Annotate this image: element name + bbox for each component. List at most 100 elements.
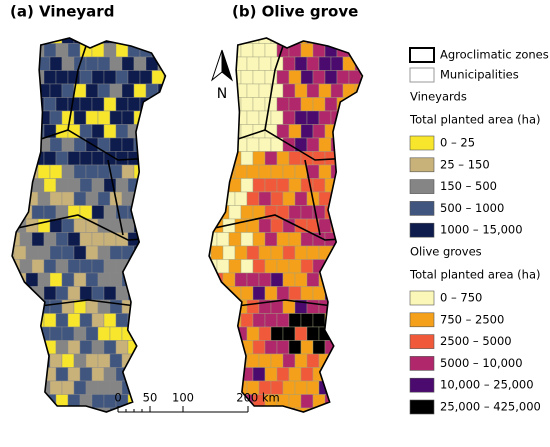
- municipality: [19, 259, 33, 274]
- swatch: [409, 334, 435, 349]
- municipality: [115, 367, 129, 382]
- municipality: [61, 191, 75, 206]
- municipality: [288, 205, 302, 220]
- municipality: [360, 313, 363, 328]
- municipality: [37, 137, 51, 152]
- municipality: [157, 245, 166, 260]
- municipality: [151, 259, 165, 274]
- municipality: [12, 218, 15, 233]
- municipality: [73, 326, 87, 341]
- municipality: [151, 43, 165, 58]
- municipality: [360, 367, 363, 382]
- municipality: [109, 137, 123, 152]
- north-arrow: N: [210, 49, 234, 102]
- municipality: [252, 232, 266, 247]
- municipality: [133, 326, 147, 341]
- municipality: [133, 272, 147, 287]
- municipality: [265, 422, 277, 436]
- legend-label: 0 – 750: [440, 291, 482, 305]
- municipality: [209, 205, 218, 220]
- municipality: [121, 218, 135, 233]
- municipality: [139, 70, 153, 85]
- municipality: [152, 422, 164, 436]
- municipality: [103, 124, 117, 139]
- municipality: [61, 110, 75, 125]
- municipality: [228, 232, 242, 247]
- legend: Agroclimatic zones Municipalities Vineya…: [409, 47, 549, 415]
- municipality: [12, 110, 15, 125]
- municipality: [354, 110, 363, 125]
- municipality: [209, 218, 212, 233]
- municipality: [56, 422, 68, 436]
- municipality: [306, 245, 320, 260]
- swatch: [409, 135, 435, 151]
- municipality: [109, 110, 123, 125]
- municipality: [19, 97, 33, 112]
- municipality: [133, 191, 147, 206]
- municipality: [127, 367, 141, 382]
- municipality: [330, 407, 344, 412]
- municipality: [312, 178, 326, 193]
- municipality: [294, 353, 308, 368]
- municipality: [85, 299, 99, 314]
- municipality: [116, 422, 128, 436]
- municipality: [19, 43, 33, 58]
- municipality: [103, 97, 117, 112]
- municipality: [25, 380, 39, 395]
- municipality: [121, 83, 135, 98]
- municipality: [270, 272, 284, 287]
- municipality: [133, 56, 147, 71]
- municipality: [342, 38, 356, 44]
- municipality: [49, 353, 63, 368]
- municipality: [360, 97, 363, 112]
- swatch: [409, 377, 435, 393]
- municipality: [12, 38, 15, 44]
- municipality: [12, 380, 15, 395]
- municipality: [209, 38, 212, 44]
- municipality: [336, 232, 350, 247]
- zone-border: [209, 214, 363, 241]
- municipality: [209, 313, 218, 328]
- municipality: [151, 70, 165, 85]
- municipality: [216, 340, 230, 355]
- municipality: [330, 380, 344, 395]
- municipality: [252, 151, 266, 166]
- municipality: [336, 178, 350, 193]
- municipality: [103, 205, 117, 220]
- municipality: [330, 326, 344, 341]
- municipality: [13, 380, 27, 395]
- municipality: [217, 422, 229, 436]
- municipality: [270, 218, 284, 233]
- swatch: [409, 312, 435, 328]
- municipality: [348, 178, 362, 193]
- municipality: [109, 245, 123, 260]
- municipality: [330, 299, 344, 314]
- municipality: [294, 407, 308, 412]
- municipality: [49, 326, 63, 341]
- municipality: [73, 164, 87, 179]
- municipality: [127, 97, 141, 112]
- municipality: [264, 313, 278, 328]
- municipality: [210, 137, 224, 152]
- municipality: [234, 164, 248, 179]
- municipality: [61, 353, 75, 368]
- municipality: [210, 299, 224, 314]
- municipality: [312, 151, 326, 166]
- municipality: [13, 353, 27, 368]
- municipality: [282, 110, 296, 125]
- municipality: [97, 380, 111, 395]
- municipality: [306, 110, 320, 125]
- municipality: [104, 422, 116, 436]
- municipality: [25, 191, 39, 206]
- municipality: [151, 151, 165, 166]
- municipality: [85, 353, 99, 368]
- municipality: [91, 70, 105, 85]
- municipality: [234, 245, 248, 260]
- municipality: [258, 245, 272, 260]
- municipality: [258, 272, 272, 287]
- municipality: [13, 299, 27, 314]
- municipality: [12, 353, 15, 368]
- municipality: [85, 38, 99, 44]
- municipality: [121, 299, 135, 314]
- municipality: [252, 259, 266, 274]
